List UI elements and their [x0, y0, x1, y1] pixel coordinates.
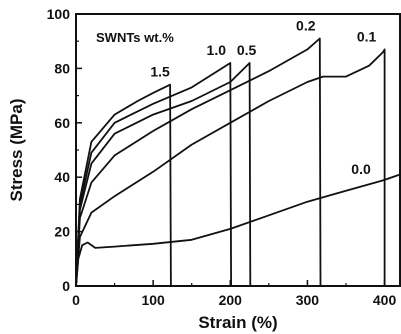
y-tick-label: 100	[47, 6, 71, 22]
series-label-0-5: 0.5	[237, 42, 257, 58]
y-tick-label: 20	[54, 224, 70, 240]
x-tick-label: 400	[373, 292, 397, 308]
y-tick-label: 80	[54, 60, 70, 76]
series-line-0-1	[75, 48, 386, 287]
series-line-1-5	[75, 83, 172, 287]
x-axis: 0 100 200 300 400	[72, 280, 396, 308]
x-tick-label: 100	[141, 292, 165, 308]
series-label-0-0: 0.0	[351, 161, 371, 177]
y-axis-title: Stress (MPa)	[7, 99, 26, 202]
y-tick-label: 60	[54, 115, 70, 131]
legend-title: SWNTs wt.%	[96, 30, 174, 45]
y-axis: 0 20 40 60 80 100	[47, 6, 82, 294]
series-line-1-0	[75, 62, 233, 287]
x-tick-label: 0	[72, 292, 80, 308]
series-label-1-0: 1.0	[207, 42, 227, 58]
series-label-1-5: 1.5	[150, 64, 170, 80]
plot-area	[75, 37, 401, 287]
series-label-0-1: 0.1	[357, 28, 377, 44]
x-tick-label: 300	[296, 292, 320, 308]
series-line-0-5	[75, 62, 252, 287]
series-line-0-2	[75, 37, 322, 287]
y-tick-label: 0	[62, 278, 70, 294]
series-label-0-2: 0.2	[296, 17, 316, 33]
series-labels: 0.0 0.1 0.2 0.5 1.0 1.5	[150, 17, 376, 176]
series-line-0-0	[75, 173, 401, 287]
y-tick-label: 40	[54, 169, 70, 185]
x-tick-label: 200	[219, 292, 243, 308]
x-axis-title: Strain (%)	[198, 313, 277, 332]
